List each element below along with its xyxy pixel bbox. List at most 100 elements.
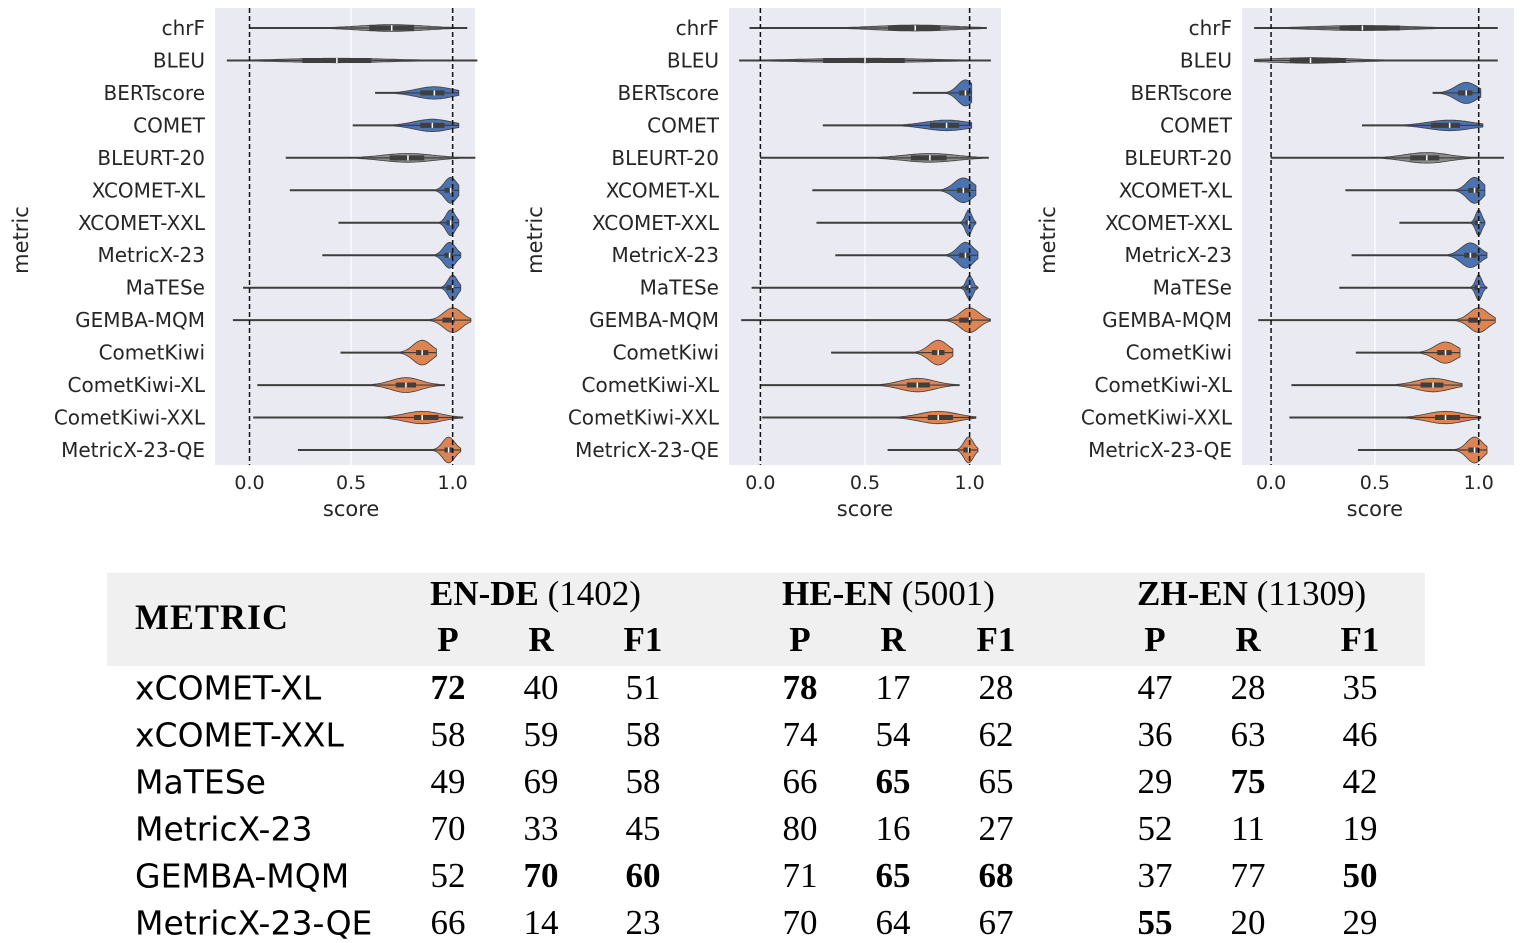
table-cell: 69 bbox=[523, 762, 559, 801]
table-cell: 74 bbox=[782, 715, 818, 754]
metric-label: BLEURT-20 bbox=[611, 146, 719, 170]
x-tick-label: 0.5 bbox=[850, 472, 880, 494]
group-count: (1402) bbox=[547, 574, 641, 613]
row-metric: GEMBA-MQM bbox=[135, 856, 350, 896]
metric-label: XCOMET-XL bbox=[1119, 178, 1233, 202]
table-cell: 45 bbox=[625, 809, 661, 848]
table-cell: 80 bbox=[782, 809, 818, 848]
group-header: EN-DE (1402) bbox=[430, 574, 641, 614]
x-tick-label: 0.5 bbox=[336, 472, 366, 494]
x-axis-label: score bbox=[1347, 497, 1403, 521]
table-cell: 11 bbox=[1231, 809, 1265, 848]
table-cell: 77 bbox=[1230, 856, 1266, 895]
metric-label: chrF bbox=[676, 16, 719, 40]
subheader: F1 bbox=[976, 620, 1016, 659]
y-axis-label: metric bbox=[9, 206, 33, 274]
row-metric: xCOMET-XXL bbox=[135, 715, 344, 755]
subheader: F1 bbox=[1340, 620, 1380, 659]
subheader: P bbox=[789, 620, 811, 659]
metric-label: BERTscore bbox=[1131, 81, 1232, 105]
metric-label: CometKiwi bbox=[613, 341, 719, 365]
table-cell: 55 bbox=[1137, 903, 1173, 942]
violin-panel-1: chrF BLEU BERTscore COMET BLEURT-20 XCOMET-XL… bbox=[9, 8, 478, 521]
table-cell: 33 bbox=[523, 809, 559, 848]
table-cell: 16 bbox=[875, 809, 911, 848]
x-axis-label: score bbox=[837, 497, 893, 521]
x-tick-label: 0.0 bbox=[1256, 472, 1286, 494]
x-tick-label: 0.0 bbox=[745, 472, 775, 494]
table-cell: 78 bbox=[782, 668, 818, 707]
table-cell: 70 bbox=[782, 903, 818, 942]
table-cell: 58 bbox=[625, 715, 661, 754]
y-axis-label: metric bbox=[523, 206, 547, 274]
metric-label: BLEURT-20 bbox=[97, 146, 205, 170]
violin-panel-2: chrF BLEU BERTscore COMET BLEURT-20 XCOMET-XL… bbox=[523, 8, 1001, 521]
group-name: ZH-EN bbox=[1137, 574, 1248, 613]
table-cell: 62 bbox=[978, 715, 1014, 754]
table-cell: 54 bbox=[875, 715, 911, 754]
violin-panel-3: chrF BLEU BERTscore COMET BLEURT-20 XCOMET-XL… bbox=[1036, 8, 1514, 521]
table-cell: 59 bbox=[523, 715, 559, 754]
group-header: ZH-EN (11309) bbox=[1137, 574, 1366, 614]
metric-label: BLEU bbox=[1180, 48, 1232, 72]
table-cell: 75 bbox=[1230, 762, 1266, 801]
metric-label: BLEU bbox=[153, 48, 205, 72]
table-cell: 17 bbox=[875, 668, 911, 707]
row-metric: MaTESe bbox=[135, 762, 266, 802]
metric-label: BERTscore bbox=[618, 81, 719, 105]
subheader: F1 bbox=[623, 620, 663, 659]
table-cell: 28 bbox=[1230, 668, 1266, 707]
table-cell: 67 bbox=[978, 903, 1014, 942]
table-cell: 65 bbox=[978, 762, 1014, 801]
metric-label: MaTESe bbox=[640, 276, 719, 300]
table-header-band bbox=[107, 573, 1425, 666]
table-cell: 60 bbox=[625, 856, 661, 895]
metric-label: CometKiwi-XL bbox=[582, 373, 720, 397]
group-header: HE-EN (5001) bbox=[782, 574, 995, 614]
metric-label: CometKiwi-XL bbox=[68, 373, 206, 397]
group-count: (5001) bbox=[901, 574, 995, 613]
table-cell: 28 bbox=[978, 668, 1014, 707]
group-name: EN-DE bbox=[430, 574, 539, 613]
subheader: P bbox=[437, 620, 459, 659]
table-cell: 46 bbox=[1342, 715, 1378, 754]
table-cell: 51 bbox=[625, 668, 661, 707]
table-cell: 64 bbox=[875, 903, 911, 942]
row-metric: MetricX-23 bbox=[135, 809, 313, 849]
metric-label: CometKiwi-XXL bbox=[568, 406, 720, 430]
table-cell: 23 bbox=[625, 903, 661, 942]
metric-label: CometKiwi-XXL bbox=[1081, 406, 1233, 430]
table-cell: 58 bbox=[625, 762, 661, 801]
metric-label: XCOMET-XL bbox=[92, 178, 206, 202]
metric-label: XCOMET-XXL bbox=[592, 211, 720, 235]
metric-label: MetricX-23 bbox=[1124, 243, 1232, 267]
plot-background bbox=[215, 8, 475, 465]
x-tick-label: 1.0 bbox=[1464, 472, 1494, 494]
metric-label: MetricX-23 bbox=[97, 243, 205, 267]
metric-label: GEMBA-MQM bbox=[75, 308, 205, 332]
x-axis-label: score bbox=[323, 497, 379, 521]
table-cell: 65 bbox=[875, 762, 911, 801]
subheader: P bbox=[1144, 620, 1166, 659]
table-cell: 29 bbox=[1137, 762, 1173, 801]
table-cell: 40 bbox=[523, 668, 559, 707]
table-cell: 70 bbox=[523, 856, 559, 895]
table-cell: 35 bbox=[1342, 668, 1378, 707]
metric-label: MetricX-23-QE bbox=[1088, 438, 1232, 462]
metric-label: chrF bbox=[1189, 16, 1232, 40]
table-cell: 47 bbox=[1137, 668, 1173, 707]
x-tick-label: 0.0 bbox=[234, 472, 264, 494]
metric-label: COMET bbox=[133, 113, 206, 137]
metric-label: XCOMET-XXL bbox=[78, 211, 206, 235]
table-cell: 19 bbox=[1342, 809, 1378, 848]
metric-label: COMET bbox=[647, 113, 720, 137]
table-cell: 37 bbox=[1137, 856, 1173, 895]
metric-label: COMET bbox=[1160, 113, 1233, 137]
table-cell: 72 bbox=[430, 668, 466, 707]
row-metric: xCOMET-XL bbox=[135, 668, 322, 708]
metric-label: CometKiwi bbox=[1126, 341, 1232, 365]
table-cell: 52 bbox=[1137, 809, 1173, 848]
table-cell: 27 bbox=[978, 809, 1014, 848]
metric-label: BLEURT-20 bbox=[1124, 146, 1232, 170]
metric-label: BERTscore bbox=[104, 81, 205, 105]
